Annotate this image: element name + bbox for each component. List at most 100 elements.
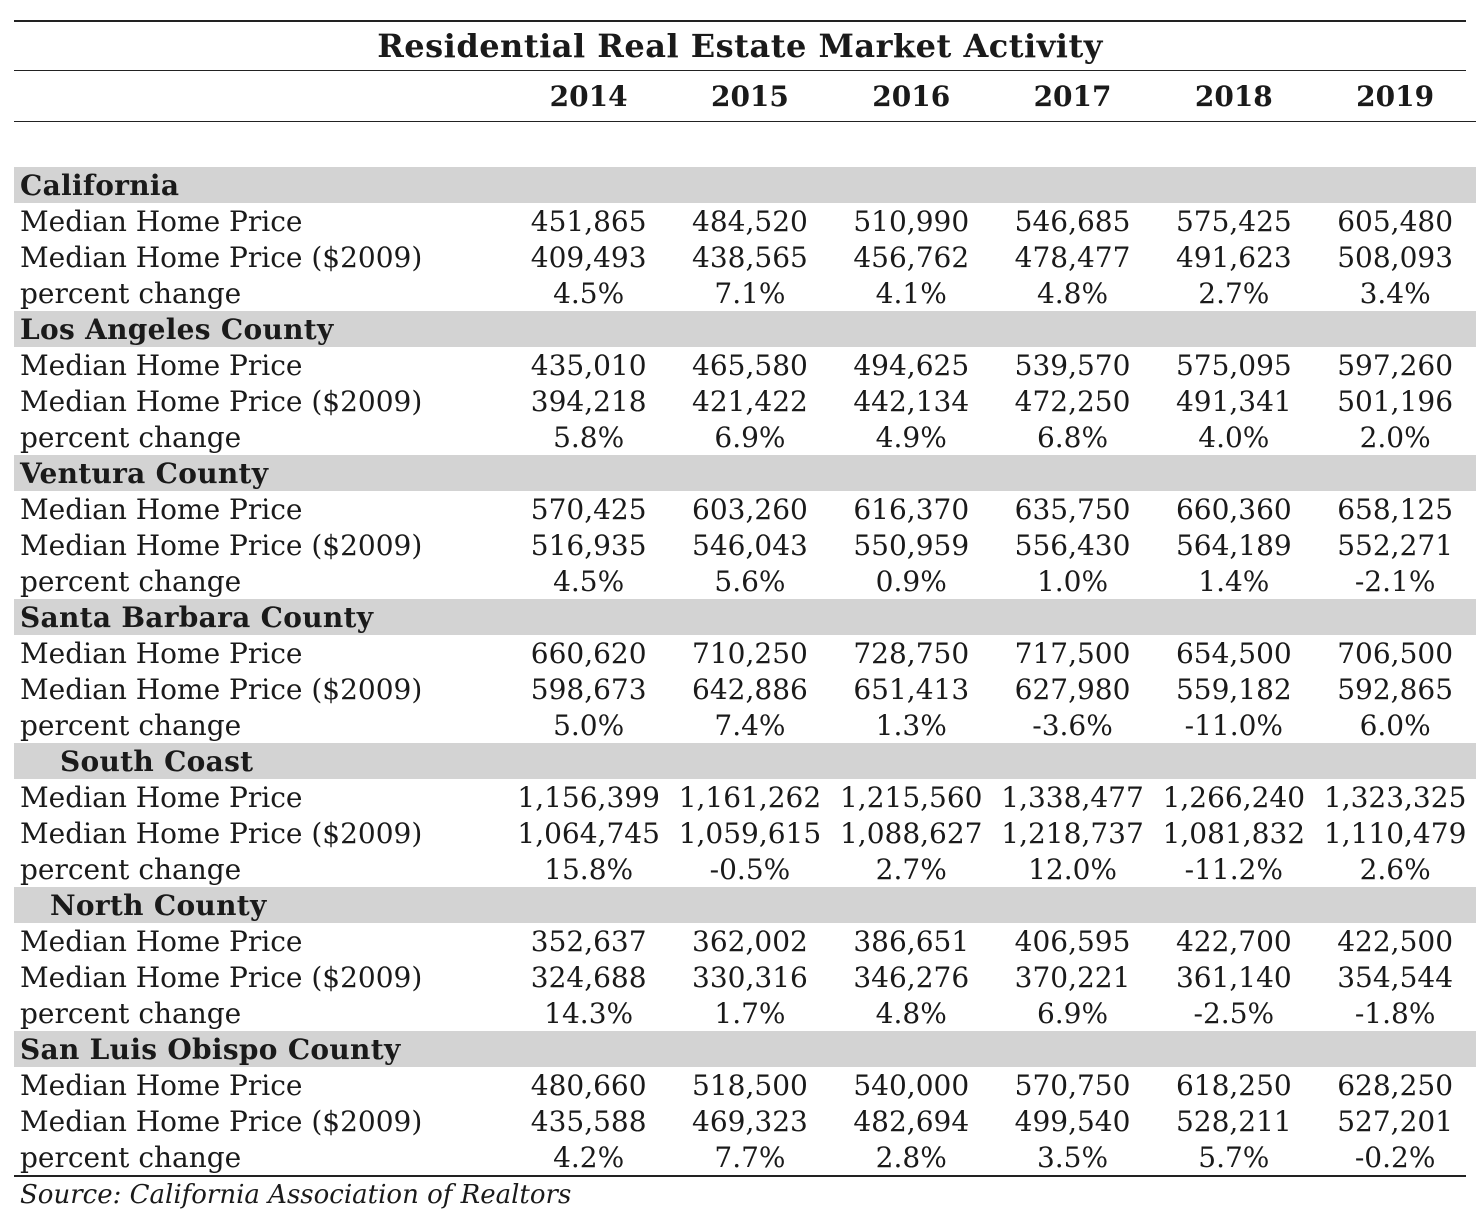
section-title: Ventura County bbox=[14, 455, 1476, 491]
value-cell-2017: 556,430 bbox=[1014, 528, 1131, 562]
value-cell-2014: 324,688 bbox=[530, 960, 647, 994]
value-cell-2015: 642,886 bbox=[692, 672, 808, 706]
year-header-2019: 2019 bbox=[1356, 79, 1435, 113]
value-cell-2015: 603,260 bbox=[692, 492, 808, 526]
value-cell-2016: 616,370 bbox=[853, 492, 970, 526]
value-cell-2016: 2.7% bbox=[875, 852, 947, 886]
section-title: Los Angeles County bbox=[14, 311, 1476, 347]
value-cell-2018: 1,081,832 bbox=[1162, 816, 1306, 850]
section-header-ventura-county: Ventura County bbox=[14, 455, 1476, 491]
value-cell-2016: 728,750 bbox=[853, 636, 970, 670]
value-cell-2018: 528,211 bbox=[1175, 1104, 1292, 1138]
value-cell-2015: 438,565 bbox=[692, 240, 808, 274]
value-cell-2016: 2.8% bbox=[875, 1140, 947, 1174]
row-label: percent change bbox=[20, 420, 242, 454]
value-cell-2019: -2.1% bbox=[1354, 564, 1436, 598]
value-cell-2018: 660,360 bbox=[1175, 492, 1292, 526]
value-cell-2019: 592,865 bbox=[1337, 672, 1454, 706]
table-row: Median Home Price ($2009) 1,064,745 1,059,… bbox=[14, 815, 1476, 851]
value-cell-2016: 1,215,560 bbox=[839, 780, 983, 814]
value-cell-2016: 651,413 bbox=[853, 672, 970, 706]
value-cell-2018: 1.4% bbox=[1198, 564, 1270, 598]
value-cell-2016: 482,694 bbox=[853, 1104, 970, 1138]
value-cell-2015: 546,043 bbox=[692, 528, 808, 562]
value-cell-2016: 550,959 bbox=[853, 528, 970, 562]
value-cell-2014: 4.5% bbox=[553, 564, 625, 598]
value-cell-2017: 3.5% bbox=[1036, 1140, 1109, 1174]
row-label: Median Home Price ($2009) bbox=[20, 816, 423, 850]
row-label: Median Home Price bbox=[20, 204, 303, 238]
value-cell-2019: 1,323,325 bbox=[1323, 780, 1467, 814]
value-cell-2016: 4.9% bbox=[875, 420, 947, 454]
value-cell-2014: 352,637 bbox=[530, 924, 647, 958]
table-row: Median Home Price 435,010 465,580 494,625 53… bbox=[14, 347, 1476, 383]
value-cell-2018: 491,623 bbox=[1175, 240, 1292, 274]
table-row: Median Home Price ($2009) 516,935 546,043 5… bbox=[14, 527, 1476, 563]
value-cell-2017: 4.8% bbox=[1036, 276, 1109, 310]
value-cell-2017: 635,750 bbox=[1014, 492, 1131, 526]
section-title: California bbox=[14, 167, 1476, 203]
row-label: Median Home Price bbox=[20, 780, 303, 814]
row-label: Median Home Price bbox=[20, 348, 303, 382]
value-cell-2014: 516,935 bbox=[530, 528, 647, 562]
value-cell-2015: 1.7% bbox=[714, 996, 786, 1030]
value-cell-2019: 527,201 bbox=[1337, 1104, 1454, 1138]
value-cell-2017: 546,685 bbox=[1014, 204, 1131, 238]
value-cell-2014: 394,218 bbox=[530, 384, 647, 418]
market-activity-table-container: Residential Real Estate Market Activity … bbox=[14, 20, 1476, 1213]
value-cell-2018: 654,500 bbox=[1175, 636, 1292, 670]
value-cell-2015: 465,580 bbox=[692, 348, 808, 382]
value-cell-2014: 4.2% bbox=[553, 1140, 625, 1174]
value-cell-2018: 422,700 bbox=[1175, 924, 1292, 958]
row-label: Median Home Price ($2009) bbox=[20, 240, 423, 274]
row-label: percent change bbox=[20, 1140, 242, 1174]
row-label: percent change bbox=[20, 564, 242, 598]
value-cell-2015: -0.5% bbox=[709, 852, 791, 886]
value-cell-2016: 4.1% bbox=[875, 276, 947, 310]
value-cell-2014: 5.0% bbox=[553, 708, 625, 742]
header-blank-cell bbox=[14, 71, 508, 122]
value-cell-2018: 491,341 bbox=[1175, 384, 1292, 418]
value-cell-2019: 2.0% bbox=[1359, 420, 1431, 454]
value-cell-2015: 330,316 bbox=[692, 960, 808, 994]
value-cell-2019: 501,196 bbox=[1337, 384, 1454, 418]
value-cell-2019: 597,260 bbox=[1337, 348, 1454, 382]
value-cell-2016: 1,088,627 bbox=[839, 816, 983, 850]
table-row: Median Home Price 570,425 603,260 616,370 63… bbox=[14, 491, 1476, 527]
bottom-rule bbox=[14, 1175, 1466, 1177]
value-cell-2018: 1,266,240 bbox=[1162, 780, 1306, 814]
value-cell-2015: 421,422 bbox=[692, 384, 808, 418]
value-cell-2019: 508,093 bbox=[1337, 240, 1454, 274]
value-cell-2014: 435,010 bbox=[530, 348, 647, 382]
section-title: San Luis Obispo County bbox=[14, 1031, 1476, 1067]
row-label: Median Home Price ($2009) bbox=[20, 672, 423, 706]
value-cell-2018: -11.2% bbox=[1184, 852, 1284, 886]
value-cell-2017: 1,338,477 bbox=[1001, 780, 1144, 814]
value-cell-2016: 0.9% bbox=[875, 564, 947, 598]
table-row: Median Home Price ($2009) 409,493 438,565 4… bbox=[14, 239, 1476, 275]
value-cell-2016: 386,651 bbox=[853, 924, 970, 958]
value-cell-2019: 422,500 bbox=[1337, 924, 1454, 958]
value-cell-2015: 362,002 bbox=[692, 924, 808, 958]
value-cell-2018: 575,095 bbox=[1175, 348, 1292, 382]
value-cell-2014: 660,620 bbox=[530, 636, 647, 670]
value-cell-2015: 1,059,615 bbox=[678, 816, 822, 850]
value-cell-2014: 435,588 bbox=[530, 1104, 647, 1138]
value-cell-2014: 14.3% bbox=[544, 996, 634, 1030]
row-label: Median Home Price ($2009) bbox=[20, 528, 423, 562]
title-rule bbox=[14, 70, 1466, 71]
value-cell-2015: 469,323 bbox=[692, 1104, 808, 1138]
value-cell-2017: 539,570 bbox=[1014, 348, 1131, 382]
year-header-2016: 2016 bbox=[872, 79, 951, 113]
value-cell-2018: 559,182 bbox=[1175, 672, 1292, 706]
value-cell-2014: 5.8% bbox=[553, 420, 625, 454]
market-activity-table: 2014 2015 2016 2017 2018 2019 California… bbox=[14, 71, 1476, 1175]
value-cell-2017: 1,218,737 bbox=[1001, 816, 1144, 850]
section-title: North County bbox=[14, 887, 1476, 923]
value-cell-2015: 484,520 bbox=[692, 204, 808, 238]
value-cell-2014: 15.8% bbox=[544, 852, 634, 886]
value-cell-2016: 494,625 bbox=[853, 348, 970, 382]
value-cell-2018: 361,140 bbox=[1175, 960, 1292, 994]
row-label: Median Home Price ($2009) bbox=[20, 1104, 423, 1138]
value-cell-2019: -1.8% bbox=[1354, 996, 1436, 1030]
